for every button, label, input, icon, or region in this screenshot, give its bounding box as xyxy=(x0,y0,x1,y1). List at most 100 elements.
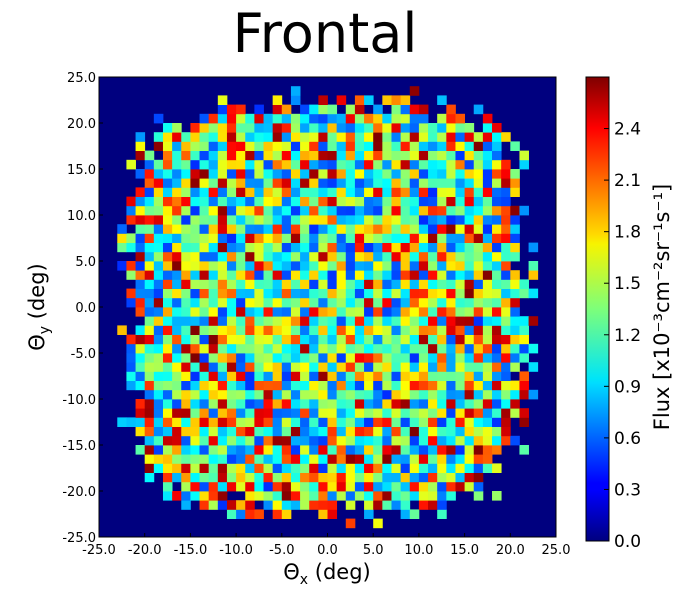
heatmap-cell xyxy=(382,297,392,308)
x-tick-label: 5.0 xyxy=(363,543,384,558)
heatmap-cell xyxy=(199,242,210,253)
heatmap-cell xyxy=(318,307,328,317)
heatmap-cell xyxy=(382,279,392,289)
heatmap-cell xyxy=(354,371,365,381)
heatmap-cell xyxy=(345,215,356,225)
heatmap-cell xyxy=(181,380,191,391)
heatmap-cell xyxy=(327,123,338,133)
heatmap-cell xyxy=(300,491,310,501)
heatmap-cell xyxy=(455,123,465,133)
heatmap-cell xyxy=(290,316,301,326)
heatmap-cell xyxy=(217,279,228,289)
heatmap-cell xyxy=(327,343,338,354)
heatmap-cell xyxy=(473,353,484,363)
heatmap-cell xyxy=(245,215,255,225)
heatmap-cell xyxy=(327,297,338,308)
heatmap-cell xyxy=(245,169,255,179)
heatmap-cell xyxy=(236,251,246,262)
heatmap-cell xyxy=(172,472,182,483)
heatmap-cell xyxy=(364,251,374,262)
heatmap-cell xyxy=(245,251,255,262)
heatmap-cell xyxy=(354,113,365,124)
heatmap-cell xyxy=(281,353,292,363)
heatmap-cell xyxy=(336,297,347,308)
heatmap-cell xyxy=(172,132,182,142)
heatmap-cell xyxy=(135,399,146,409)
heatmap-cell xyxy=(354,242,365,253)
heatmap-cell xyxy=(162,169,173,179)
heatmap-cell xyxy=(172,261,182,271)
heatmap-cell xyxy=(181,481,191,492)
heatmap-cell xyxy=(464,270,475,280)
heatmap-cell xyxy=(309,463,319,473)
heatmap-cell xyxy=(391,104,402,115)
heatmap-cell xyxy=(208,371,219,381)
heatmap-cell xyxy=(144,463,155,473)
heatmap-cell xyxy=(162,380,173,391)
heatmap-cell xyxy=(318,270,328,280)
heatmap-cell xyxy=(217,500,228,510)
heatmap-cell xyxy=(373,399,383,409)
heatmap-cell xyxy=(492,150,502,161)
heatmap-cell xyxy=(391,169,402,179)
heatmap-cell xyxy=(263,353,274,363)
heatmap-cell xyxy=(199,500,210,510)
heatmap-cell xyxy=(345,196,356,207)
heatmap-cell xyxy=(135,233,146,243)
heatmap-cell xyxy=(217,141,228,151)
heatmap-cell xyxy=(336,325,347,335)
heatmap-cell xyxy=(455,141,465,151)
heatmap-cell xyxy=(272,288,283,299)
heatmap-cell xyxy=(327,454,338,464)
heatmap-cell xyxy=(336,224,347,234)
heatmap-cell xyxy=(318,463,328,473)
heatmap-cell xyxy=(345,353,356,363)
heatmap-cell xyxy=(510,353,520,363)
heatmap-cell xyxy=(409,316,420,326)
heatmap-cell xyxy=(309,270,319,280)
heatmap-cell xyxy=(162,353,173,363)
heatmap-cell xyxy=(492,196,502,207)
heatmap-cell xyxy=(345,178,356,188)
heatmap-cell xyxy=(455,159,465,170)
heatmap-cell xyxy=(382,242,392,253)
heatmap-cell xyxy=(208,399,219,409)
heatmap-cell xyxy=(226,104,237,115)
heatmap-cell xyxy=(309,316,319,326)
heatmap-cell xyxy=(391,95,402,105)
heatmap-cell xyxy=(409,288,420,299)
heatmap-cell xyxy=(464,399,475,409)
heatmap-cell xyxy=(290,463,301,473)
heatmap-cell xyxy=(400,426,411,437)
heatmap-cell xyxy=(172,159,182,170)
heatmap-cell xyxy=(226,169,237,179)
heatmap-cell xyxy=(172,380,182,391)
y-tick-label: 10.0 xyxy=(67,209,96,224)
heatmap-cell xyxy=(290,261,301,271)
heatmap-cell xyxy=(144,205,155,216)
heatmap-cell xyxy=(345,261,356,271)
heatmap-cell xyxy=(290,408,301,418)
heatmap-cell xyxy=(428,123,438,133)
heatmap-cell xyxy=(272,325,283,335)
heatmap-cell xyxy=(482,362,493,372)
heatmap-cell xyxy=(418,435,429,446)
heatmap-cell xyxy=(290,86,301,96)
heatmap-cell xyxy=(254,123,264,133)
heatmap-cell xyxy=(437,150,447,161)
heatmap-cell xyxy=(455,279,465,289)
heatmap-cell xyxy=(263,472,274,483)
heatmap-cell xyxy=(473,279,484,289)
heatmap-cell xyxy=(364,169,374,179)
heatmap-cell xyxy=(482,316,493,326)
heatmap-cell xyxy=(327,334,338,345)
colorbar-tick-label: 2.4 xyxy=(614,120,641,140)
heatmap-cell xyxy=(519,205,529,216)
heatmap-cell xyxy=(382,215,392,225)
heatmap-cell xyxy=(254,399,264,409)
heatmap-cell xyxy=(528,389,539,400)
heatmap-cell xyxy=(162,426,173,437)
heatmap-cell xyxy=(327,288,338,299)
heatmap-cell xyxy=(446,297,456,308)
heatmap-cell xyxy=(382,454,392,464)
